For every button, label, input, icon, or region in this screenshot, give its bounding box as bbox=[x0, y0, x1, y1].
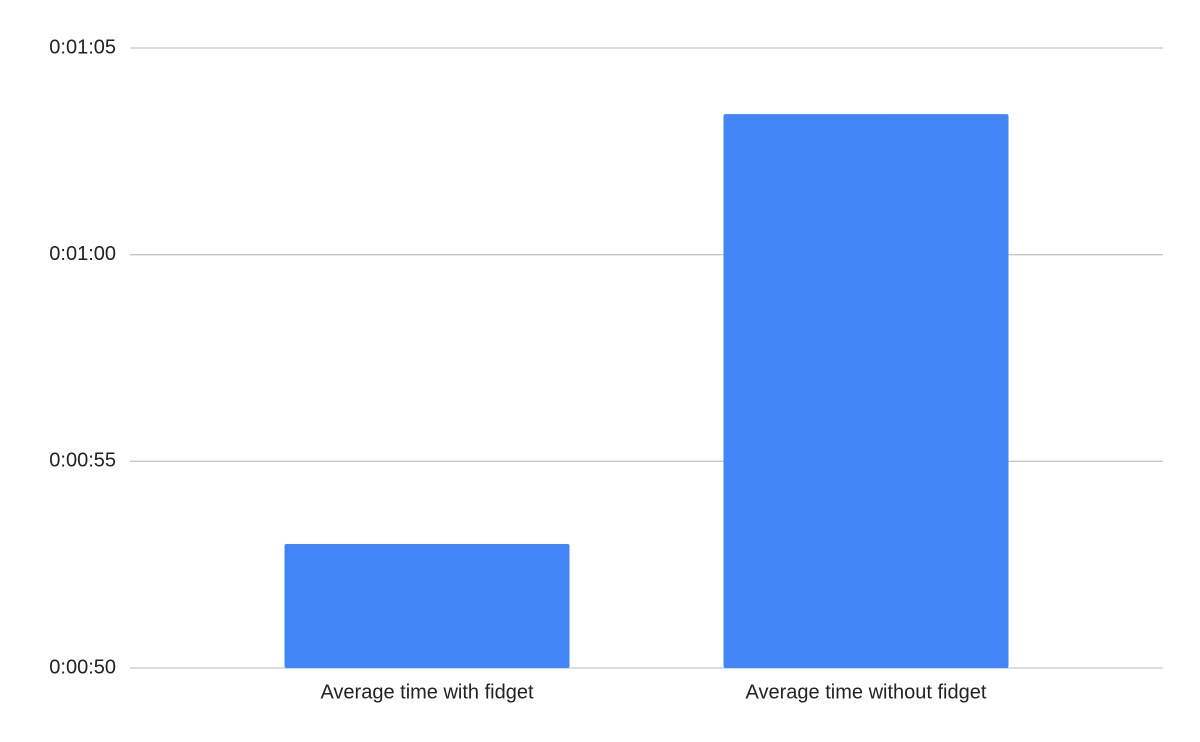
y-tick-label: 0:00:55 bbox=[49, 450, 116, 472]
y-tick-label: 0:00:50 bbox=[49, 656, 116, 678]
x-tick-label: Average time with fidget bbox=[320, 681, 534, 703]
x-tick-label: Average time without fidget bbox=[746, 681, 987, 703]
y-tick-label: 0:01:00 bbox=[49, 243, 116, 265]
y-tick-label: 0:01:05 bbox=[49, 36, 116, 58]
bar bbox=[723, 114, 1009, 669]
bar bbox=[284, 544, 570, 668]
